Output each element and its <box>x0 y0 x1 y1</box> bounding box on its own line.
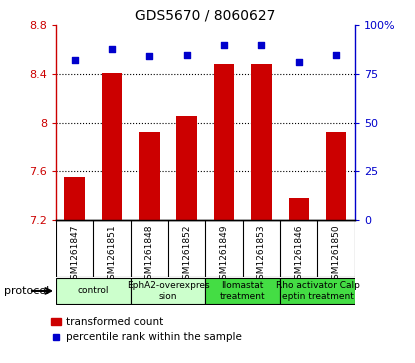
Text: GSM1261846: GSM1261846 <box>294 225 303 285</box>
Text: GSM1261847: GSM1261847 <box>70 225 79 285</box>
Bar <box>102 73 122 220</box>
Bar <box>251 64 272 220</box>
Text: protocol: protocol <box>4 286 49 296</box>
Legend: transformed count, percentile rank within the sample: transformed count, percentile rank withi… <box>47 313 247 347</box>
Title: GDS5670 / 8060627: GDS5670 / 8060627 <box>135 9 276 23</box>
Bar <box>326 132 347 220</box>
Bar <box>214 64 234 220</box>
Point <box>258 42 265 48</box>
Point <box>71 57 78 63</box>
Point <box>295 60 302 65</box>
Point <box>109 46 115 52</box>
Bar <box>176 117 197 220</box>
Point <box>333 52 339 57</box>
Text: llomastat
treatment: llomastat treatment <box>220 281 266 301</box>
Bar <box>280 278 355 304</box>
Text: GSM1261851: GSM1261851 <box>107 225 117 285</box>
Point <box>183 52 190 57</box>
Bar <box>56 278 131 304</box>
Text: Rho activator Calp
eptin treatment: Rho activator Calp eptin treatment <box>276 281 359 301</box>
Bar <box>288 198 309 220</box>
Text: GSM1261848: GSM1261848 <box>145 225 154 285</box>
Bar <box>131 278 205 304</box>
Bar <box>139 132 160 220</box>
Bar <box>64 177 85 220</box>
Text: EphA2-overexpres
sion: EphA2-overexpres sion <box>127 281 210 301</box>
Text: GSM1261850: GSM1261850 <box>332 225 341 285</box>
Bar <box>205 278 280 304</box>
Text: GSM1261852: GSM1261852 <box>182 225 191 285</box>
Point <box>146 54 153 60</box>
Text: GSM1261849: GSM1261849 <box>220 225 229 285</box>
Text: GSM1261853: GSM1261853 <box>257 225 266 285</box>
Point <box>221 42 227 48</box>
Text: control: control <box>78 286 109 295</box>
